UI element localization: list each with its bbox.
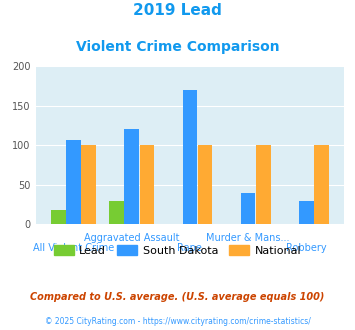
Bar [51,210,66,224]
Text: 2019 Lead: 2019 Lead [133,3,222,18]
Text: Murder & Mans...: Murder & Mans... [207,233,290,243]
Bar [66,141,81,224]
Text: Rape: Rape [178,243,202,252]
Text: Aggravated Assault: Aggravated Assault [84,233,179,243]
Text: Robbery: Robbery [286,243,327,252]
Bar [124,129,139,224]
Bar [198,145,212,224]
Bar [182,90,197,224]
Bar [109,201,124,224]
Text: Violent Crime Comparison: Violent Crime Comparison [76,40,279,53]
Bar [241,193,256,224]
Text: Compared to U.S. average. (U.S. average equals 100): Compared to U.S. average. (U.S. average … [30,292,325,302]
Legend: Lead, South Dakota, National: Lead, South Dakota, National [49,241,306,260]
Bar [314,145,329,224]
Bar [299,201,314,224]
Bar [256,145,271,224]
Bar [140,145,154,224]
Text: All Violent Crime: All Violent Crime [33,243,114,252]
Bar [81,145,96,224]
Text: © 2025 CityRating.com - https://www.cityrating.com/crime-statistics/: © 2025 CityRating.com - https://www.city… [45,317,310,326]
